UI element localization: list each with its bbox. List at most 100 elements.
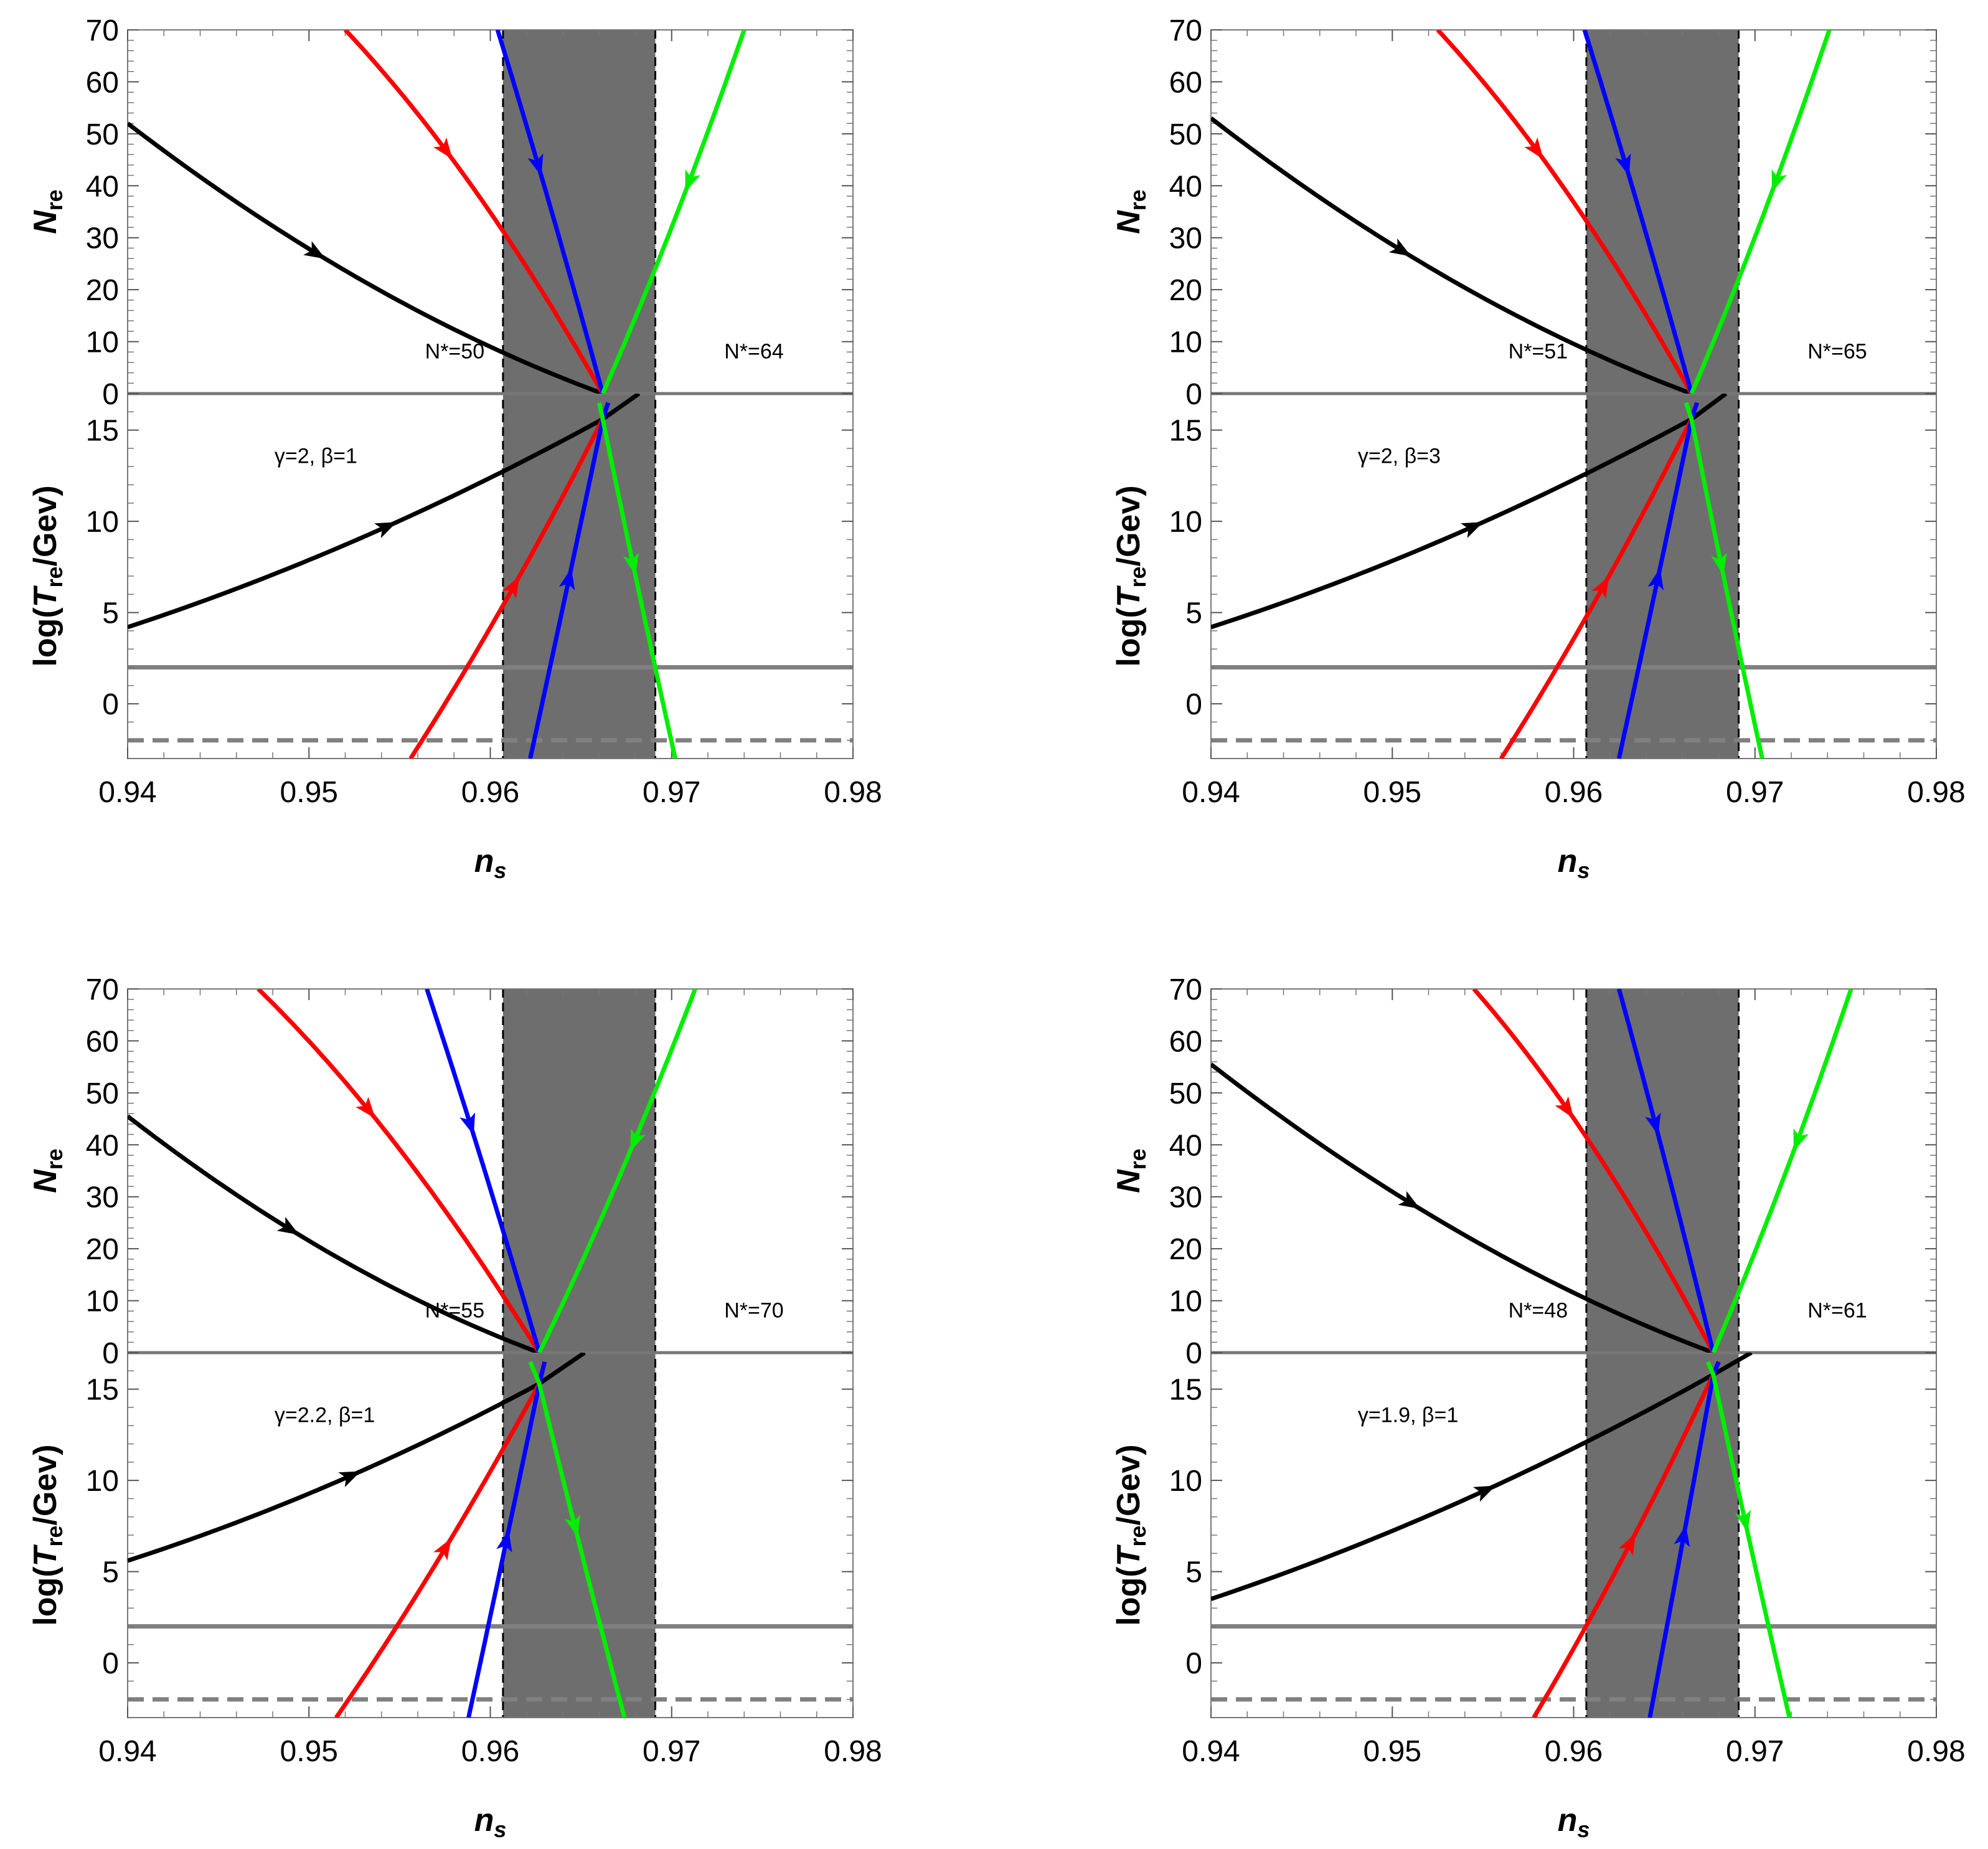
panel-bottom-right: 0.94 0.95 0.96 0.97 0.98 0 10 20 30 40 50 60 70 0 5 10 1… [1111,973,1966,1842]
x-tick-label: 0.96 [461,1735,519,1768]
y-tick-label: 0 [1185,688,1202,721]
x-tick-label: 0.98 [1907,776,1965,809]
panel-top-left: 0.94 0.95 0.96 0.97 0.98 0 10 20 30 40 50 60 70 0 5 10 1… [27,14,882,883]
arrow-bottom-w=1/6 [1647,567,1664,590]
y-tick-label: 60 [1169,66,1202,99]
y-tick-label: 5 [1185,597,1202,630]
y-tick-label: 70 [86,14,119,47]
y-tick-label: 40 [1169,170,1202,203]
y-tick-label: 50 [86,118,119,151]
y-tick-label: 5 [102,1556,119,1589]
x-tick-label: 0.95 [280,776,338,809]
curve-top-w=2/3 [600,30,747,394]
arrow-bottom-w=2/3 [623,552,639,575]
y-tick-label: 60 [86,66,119,99]
curve-bottom-w=1/6 [1616,402,1699,759]
y-tick-label: 20 [1169,274,1202,307]
y-axis-label-bottom: log(Tre/Gev) [1111,485,1151,666]
y-axis-label-bottom: log(Tre/Gev) [1111,1444,1151,1625]
param-label: γ=1.9, β=1 [1358,1403,1458,1427]
y-tick-label: 0 [102,1337,119,1370]
y-tick-label: 0 [1185,1337,1202,1370]
x-tick-label: 0.97 [1726,776,1784,809]
y-tick-label: 30 [86,222,119,255]
arrow-top-w=2/3 [685,169,700,192]
curve-top-w=2/3 [537,989,697,1353]
y-tick-label: 50 [1169,118,1202,151]
curve-bottom-w=2/3 [596,402,678,759]
y-tick-label: 5 [102,597,119,630]
x-axis-label: ns [474,1802,507,1842]
y-tick-label: 70 [1169,973,1202,1006]
curve-bottom-w=0 [1499,402,1699,759]
y-tick-label: 0 [102,1647,119,1680]
y-tick-label: 15 [1169,415,1202,448]
x-tick-label: 0.97 [643,776,700,809]
x-tick-label: 0.94 [98,776,156,809]
bottom-curves [128,1353,627,1718]
n-star-left-label: N*=48 [1509,1298,1568,1322]
y-tick-label: 10 [1169,1285,1202,1318]
curve-top-w=2/3 [1711,989,1854,1353]
arrow-bottom-w=0 [502,576,520,599]
n-star-right-label: N*=65 [1807,339,1867,363]
panel-top-right: 0.94 0.95 0.96 0.97 0.98 0 10 20 30 40 50 60 70 0 5 10 1… [1111,14,1966,883]
y-tick-label: 10 [1169,1465,1202,1498]
n-star-right-label: N*=64 [724,339,783,363]
curve-top-w=-1/3 [1211,116,1693,394]
arrow-top-w=-1/3 [303,241,326,259]
curve-bottom-w=1/6 [528,402,611,759]
arrow-bottom-w=-1/3 [1472,1485,1496,1502]
y-axis-label-bottom: log(Tre/Gev) [27,1444,67,1625]
param-label: γ=2, β=1 [275,444,357,468]
y-axis-label-top: Nre [27,189,67,234]
y-axis-label-top: Nre [1111,1148,1151,1193]
y-tick-label: 30 [86,1181,119,1214]
curve-top-w=1/6 [495,30,605,394]
y-tick-label: 0 [102,688,119,721]
param-label: γ=2.2, β=1 [275,1403,375,1427]
curve-top-w=2/3 [1689,30,1832,394]
x-tick-label: 0.97 [1726,1735,1784,1768]
arrow-top-w=-1/3 [1388,238,1411,257]
top-curves [1211,989,1854,1353]
y-tick-label: 20 [86,1233,119,1266]
curve-top-w=1/6 [425,989,542,1353]
y-tick-label: 70 [1169,14,1202,47]
y-tick-label: 10 [1169,506,1202,539]
x-tick-label: 0.96 [461,776,519,809]
curve-top-w=0 [343,30,605,394]
n-star-left-label: N*=51 [1509,339,1568,363]
x-tick-label: 0.95 [1364,776,1421,809]
curve-bottom-w=2/3 [528,1361,627,1718]
curve-bottom-w=0 [334,1361,547,1718]
arrow-top-w=0 [433,137,453,159]
curve-bottom-w=2/3 [1684,402,1764,759]
curve-top-w=0 [257,989,542,1353]
arrow-bottom-w=-1/3 [338,1471,361,1488]
y-tick-label: 5 [1185,1556,1202,1589]
arrow-top-w=1/6 [1615,153,1631,176]
arrow-top-w=-1/3 [1398,1191,1421,1209]
x-axis-label: ns [1558,843,1590,883]
x-tick-label: 0.96 [1545,776,1603,809]
curve-bottom-w=-1/3 [128,394,641,630]
arrow-bottom-w=0 [1591,576,1609,599]
curve-bottom-w=2/3 [1705,1361,1792,1718]
y-tick-label: 15 [1169,1374,1202,1407]
bottom-curves [128,394,678,759]
x-tick-label: 0.96 [1545,1735,1603,1768]
y-tick-label: 40 [1169,1129,1202,1162]
arrow-top-w=0 [356,1097,375,1118]
y-tick-label: 30 [1169,1181,1202,1214]
curve-bottom-w=-1/3 [1211,394,1728,630]
x-tick-label: 0.94 [1182,1735,1240,1768]
curve-bottom-w=1/6 [1647,1361,1721,1718]
y-tick-label: 20 [86,274,119,307]
x-axis-label: ns [1558,1802,1590,1842]
y-tick-label: 10 [1169,326,1202,359]
arrow-bottom-w=1/6 [496,1530,512,1553]
curve-top-w=-1/3 [128,121,604,394]
n-star-left-label: N*=50 [425,339,484,363]
